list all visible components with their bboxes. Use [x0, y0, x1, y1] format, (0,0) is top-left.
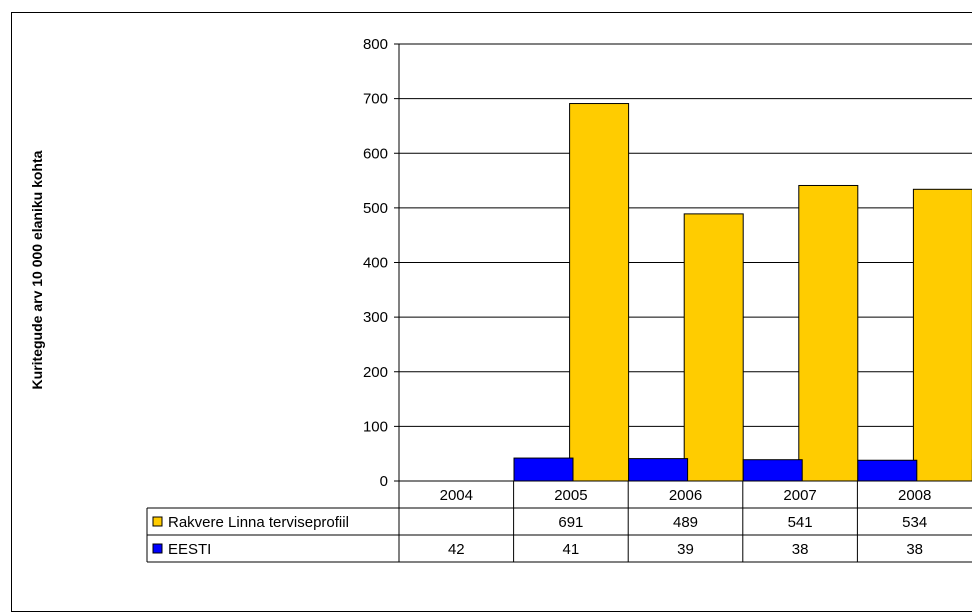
data-label: 38: [792, 541, 809, 558]
y-tick-label: 0: [380, 473, 388, 490]
data-label: 489: [673, 514, 698, 531]
x-tick-label: 2006: [669, 487, 702, 504]
data-label: 541: [788, 514, 813, 531]
data-label: 38: [906, 541, 923, 558]
bar: [742, 459, 803, 482]
bar: [513, 457, 574, 482]
legend-label: Rakvere Linna terviseprofiil: [168, 514, 349, 531]
legend-swatch: [152, 516, 163, 527]
data-label: 534: [902, 514, 927, 531]
data-table: 2004 2005 2006 2007 2008 Rakvere Linna tervis…: [146, 480, 972, 563]
bar: [912, 188, 972, 482]
y-tick-label: 200: [363, 364, 388, 381]
bar: [798, 184, 859, 482]
data-label: 41: [563, 541, 580, 558]
y-tick-label: 700: [363, 91, 388, 108]
bars: [513, 103, 972, 482]
y-tick-label: 100: [363, 418, 388, 435]
legend-label: EESTI: [168, 541, 211, 558]
y-tick-label: 500: [363, 200, 388, 217]
bar: [683, 213, 744, 482]
legend-swatch: [152, 543, 163, 554]
bar: [857, 459, 918, 482]
data-label: 691: [558, 514, 583, 531]
axes: 0 100 200 300 400 500 600 700 800: [363, 36, 400, 562]
bar: [628, 458, 689, 482]
x-tick-label: 2007: [783, 487, 816, 504]
y-tick-label: 300: [363, 309, 388, 326]
bar: [569, 103, 630, 482]
y-tick-label: 400: [363, 255, 388, 272]
x-tick-label: 2005: [554, 487, 587, 504]
y-tick-label: 600: [363, 145, 388, 162]
data-label: 42: [448, 541, 465, 558]
y-tick-label: 800: [363, 36, 388, 53]
y-axis-label: Kuritegude arv 10 000 elaniku kohta: [29, 150, 45, 389]
x-tick-label: 2008: [898, 487, 931, 504]
x-tick-label: 2004: [440, 487, 473, 504]
data-label: 39: [677, 541, 694, 558]
bar-chart: Kuritegude arv 10 000 elaniku kohta 0 100…: [29, 36, 972, 563]
